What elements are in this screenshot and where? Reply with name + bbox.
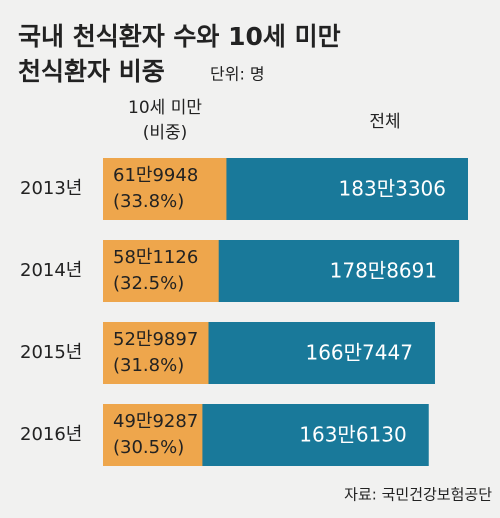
value-label: 52만9897 [113, 329, 198, 350]
value-label: 49만9287 [113, 411, 198, 432]
unit-note: 단위: 명 [210, 65, 265, 84]
value-label: 58만1126 [113, 247, 198, 268]
y-tick-label: 2014년 [20, 260, 82, 281]
bar-under10 [103, 322, 209, 384]
y-tick-label: 2013년 [20, 178, 82, 199]
bar-under10 [103, 240, 219, 302]
y-tick-label: 2015년 [20, 342, 82, 363]
y-tick-label: 2016년 [20, 424, 82, 445]
value-label: 183만3306 [339, 177, 446, 201]
bar-under10 [103, 404, 203, 466]
share-label: (33.8%) [113, 191, 184, 212]
source: 자료: 국민건강보험공단 [344, 486, 492, 504]
column-header: 10세 미만 [128, 98, 202, 118]
chart-title: 천식환자 비중 [18, 57, 165, 86]
value-label: 178만8691 [330, 259, 437, 283]
value-label: 163만6130 [299, 423, 406, 447]
chart-title: 국내 천식환자 수와 10세 미만 [18, 22, 341, 51]
column-header: (비중) [143, 123, 188, 143]
value-label: 166만7447 [305, 341, 412, 365]
share-label: (31.8%) [113, 355, 184, 376]
column-header: 전체 [369, 112, 400, 132]
share-label: (30.5%) [113, 437, 184, 458]
value-label: 61만9948 [113, 165, 198, 186]
share-label: (32.5%) [113, 273, 184, 294]
bar-under10 [103, 158, 227, 220]
